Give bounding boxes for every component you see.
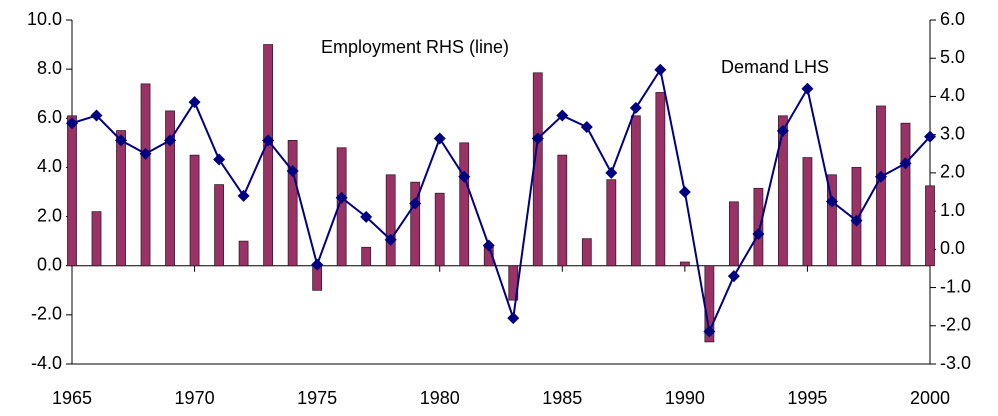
line-marker — [115, 134, 128, 147]
line-marker — [874, 170, 887, 183]
y-tick-label: 0.0 — [37, 254, 62, 274]
bar — [165, 110, 175, 267]
line-marker — [605, 166, 618, 179]
y2-tick-label: 0.0 — [940, 238, 965, 258]
line-marker — [286, 164, 299, 177]
bar — [900, 122, 911, 267]
bar — [532, 72, 543, 267]
line-marker — [924, 130, 936, 143]
bar — [581, 238, 592, 267]
bar — [140, 83, 151, 267]
bar — [116, 130, 126, 267]
bar — [778, 115, 788, 267]
y-tick-label: 4.0 — [37, 156, 62, 176]
y2-tick-label: -2.0 — [940, 315, 971, 335]
bar — [361, 246, 372, 267]
line-marker — [825, 195, 838, 208]
bar — [827, 174, 837, 267]
line-marker — [139, 147, 152, 160]
y2-tick-label: 3.0 — [940, 123, 965, 143]
line-marker — [776, 124, 789, 137]
y2-tick-label: 6.0 — [940, 9, 965, 29]
y-tick-label: -4.0 — [31, 353, 62, 373]
line-marker — [360, 210, 373, 223]
x-tick-label: 1975 — [297, 388, 337, 408]
y2-tick-label: 5.0 — [940, 47, 965, 67]
y2-tick-label: -3.0 — [940, 353, 971, 373]
line — [71, 67, 931, 335]
line-marker — [703, 325, 716, 338]
bar — [336, 147, 347, 267]
line-marker — [580, 121, 593, 134]
bar — [802, 157, 813, 267]
bar — [876, 105, 886, 267]
bar — [434, 192, 445, 267]
line-annotation: Employment RHS (line) — [321, 37, 509, 57]
y-tick-label: 8.0 — [37, 58, 62, 78]
line-marker — [409, 197, 422, 210]
x-tick-label: 1965 — [52, 388, 92, 408]
y-tick-label: 10.0 — [27, 9, 62, 29]
bar — [410, 181, 421, 267]
line-marker — [482, 239, 495, 252]
line-marker — [801, 82, 814, 95]
y2-tick-label: 1.0 — [940, 200, 965, 220]
line-marker — [237, 189, 250, 202]
bar — [557, 154, 568, 267]
bar — [679, 261, 690, 267]
line-marker — [90, 109, 103, 122]
line-marker — [629, 101, 642, 114]
y2-tick-label: -1.0 — [940, 276, 971, 296]
line-marker — [531, 132, 544, 145]
line-marker — [188, 96, 201, 109]
line-marker — [433, 132, 446, 145]
line-marker — [458, 170, 471, 183]
line-marker — [507, 312, 520, 325]
bar — [753, 187, 764, 267]
bar — [385, 174, 396, 267]
bar — [630, 115, 641, 267]
line-marker — [752, 228, 765, 241]
x-tick-label: 2000 — [910, 388, 950, 408]
bar — [925, 185, 935, 267]
line-marker — [262, 134, 275, 147]
y2-tick-label: 2.0 — [940, 162, 965, 182]
bar — [287, 139, 298, 267]
bar — [214, 184, 224, 267]
line-marker — [311, 258, 324, 271]
line-marker — [899, 157, 912, 170]
bar — [263, 44, 274, 267]
line-marker — [850, 214, 863, 227]
line-marker — [213, 153, 226, 166]
y2-tick-label: 4.0 — [940, 85, 965, 105]
bar — [189, 154, 200, 267]
line-marker — [654, 63, 667, 76]
x-tick-label: 1970 — [175, 388, 215, 408]
y-tick-label: 6.0 — [37, 107, 62, 127]
bar — [728, 201, 739, 267]
x-tick-label: 1980 — [420, 388, 460, 408]
bar — [67, 115, 77, 267]
x-tick-label: 1990 — [665, 388, 705, 408]
line-marker — [335, 191, 348, 204]
y-tick-label: -2.0 — [31, 304, 62, 324]
line-marker — [384, 233, 397, 246]
bar — [238, 240, 249, 267]
x-tick-label: 1985 — [542, 388, 582, 408]
line-marker — [556, 109, 569, 122]
bar-annotation: Demand LHS — [721, 57, 829, 77]
x-tick-label: 1995 — [787, 388, 827, 408]
line-marker — [678, 186, 691, 198]
bar — [91, 211, 102, 267]
bar — [459, 142, 470, 267]
line-marker — [727, 270, 740, 283]
bar — [606, 179, 617, 267]
bar — [655, 92, 666, 267]
y-tick-label: 2.0 — [37, 205, 62, 225]
line-marker — [164, 134, 177, 147]
line-marker — [66, 117, 78, 130]
